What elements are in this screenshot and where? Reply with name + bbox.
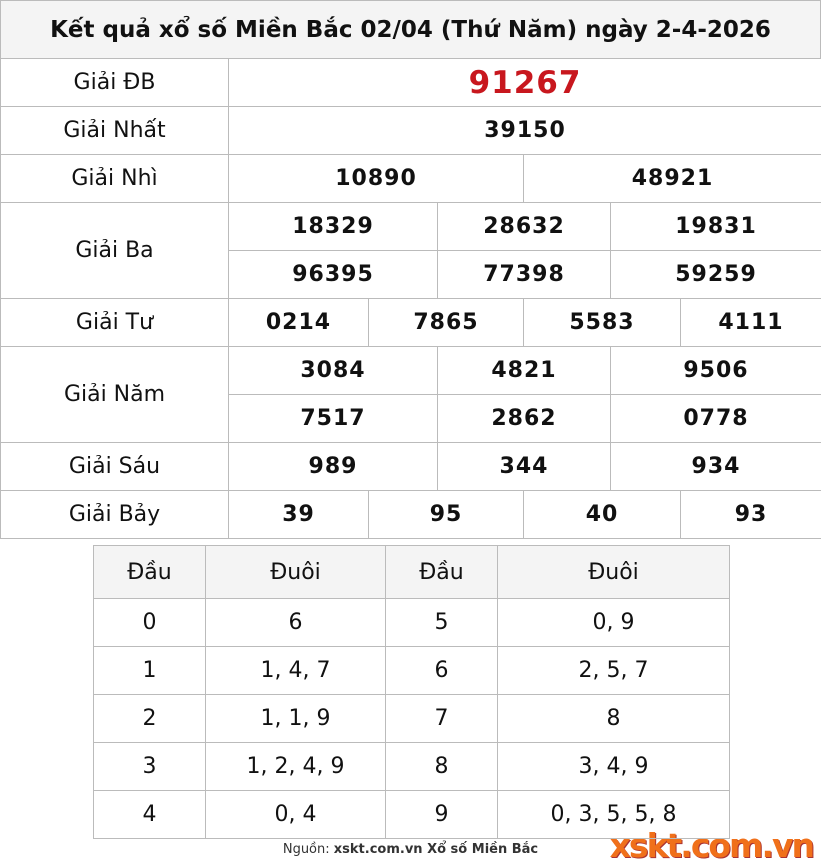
loto-cell: 1, 1, 9 xyxy=(205,694,386,743)
loto-cell: 1 xyxy=(93,646,206,695)
prize-number: 91267 xyxy=(228,58,821,107)
prize-number: 39 xyxy=(228,490,369,539)
loto-cell: 3 xyxy=(93,742,206,791)
prize-number: 18329 xyxy=(228,202,438,251)
prize-number: 9506 xyxy=(610,346,821,395)
prize-label: Giải Bảy xyxy=(0,490,229,539)
prize-number: 93 xyxy=(680,490,821,539)
loto-cell: 1, 2, 4, 9 xyxy=(205,742,386,791)
prize-number: 19831 xyxy=(610,202,821,251)
prize-number: 0214 xyxy=(228,298,369,347)
loto-cell: 0 xyxy=(93,598,206,647)
loto-cell: 5 xyxy=(385,598,498,647)
loto-cell: 7 xyxy=(385,694,498,743)
prize-number: 7517 xyxy=(228,394,438,443)
loto-cell: 0, 4 xyxy=(205,790,386,839)
loto-header: Đầu xyxy=(385,545,498,599)
prize-number: 7865 xyxy=(368,298,524,347)
title: Kết quả xổ số Miền Bắc 02/04 (Thứ Năm) n… xyxy=(0,0,821,59)
prize-number: 77398 xyxy=(437,250,611,299)
prize-number: 28632 xyxy=(437,202,611,251)
prize-label: Giải Nhất xyxy=(0,106,229,155)
prize-label: Giải Năm xyxy=(0,346,229,443)
prize-number: 2862 xyxy=(437,394,611,443)
prize-number: 59259 xyxy=(610,250,821,299)
loto-header: Đuôi xyxy=(205,545,386,599)
prize-label: Giải Ba xyxy=(0,202,229,299)
loto-cell: 0, 9 xyxy=(497,598,730,647)
prize-label: Giải Nhì xyxy=(0,154,229,203)
prize-number: 96395 xyxy=(228,250,438,299)
prize-label: Giải Tư xyxy=(0,298,229,347)
prize-number: 3084 xyxy=(228,346,438,395)
prize-number: 40 xyxy=(523,490,681,539)
prize-label: Giải ĐB xyxy=(0,58,229,107)
prize-number: 48921 xyxy=(523,154,821,203)
loto-cell: 3, 4, 9 xyxy=(497,742,730,791)
loto-cell: 4 xyxy=(93,790,206,839)
loto-cell: 0, 3, 5, 5, 8 xyxy=(497,790,730,839)
footer: Nguồn: xskt.com.vn Xổ số Miền Bắc xyxy=(0,842,821,857)
prize-number: 4821 xyxy=(437,346,611,395)
loto-cell: 2, 5, 7 xyxy=(497,646,730,695)
prize-number: 934 xyxy=(610,442,821,491)
prize-number: 344 xyxy=(437,442,611,491)
loto-cell: 6 xyxy=(205,598,386,647)
loto-header: Đuôi xyxy=(497,545,730,599)
prize-number: 39150 xyxy=(228,106,821,155)
loto-cell: 8 xyxy=(385,742,498,791)
loto-cell: 6 xyxy=(385,646,498,695)
logo: xskt.com.vn xyxy=(609,826,815,865)
loto-cell: 9 xyxy=(385,790,498,839)
prize-label: Giải Sáu xyxy=(0,442,229,491)
source-label: Nguồn: xyxy=(282,842,330,857)
prize-number: 10890 xyxy=(228,154,524,203)
prize-number: 0778 xyxy=(610,394,821,443)
loto-cell: 2 xyxy=(93,694,206,743)
source: xskt.com.vn Xổ số Miền Bắc xyxy=(333,842,539,857)
prize-number: 989 xyxy=(228,442,438,491)
loto-cell: 1, 4, 7 xyxy=(205,646,386,695)
prize-number: 95 xyxy=(368,490,524,539)
loto-header: Đầu xyxy=(93,545,206,599)
prize-number: 5583 xyxy=(523,298,681,347)
loto-cell: 8 xyxy=(497,694,730,743)
prize-number: 4111 xyxy=(680,298,821,347)
